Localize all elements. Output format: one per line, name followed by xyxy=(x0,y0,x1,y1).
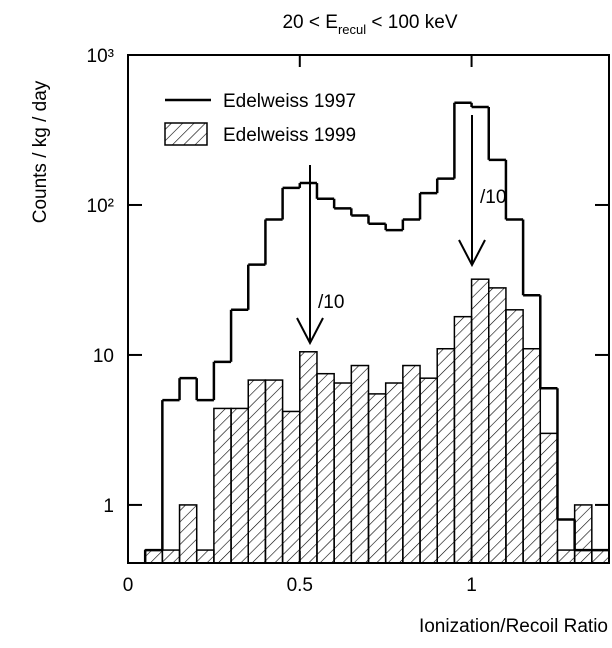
x-tick-label: 0.5 xyxy=(287,575,313,596)
histogram-bar xyxy=(488,287,507,564)
histogram-bar xyxy=(350,364,370,564)
plot-frame xyxy=(127,54,610,564)
histogram-bar xyxy=(247,379,267,564)
histogram-bar xyxy=(591,549,610,564)
annotation: /10 xyxy=(318,292,344,313)
x-tick-label: 0 xyxy=(123,575,134,596)
histogram-bar xyxy=(178,504,198,564)
histogram-bar xyxy=(573,504,593,564)
histogram-bar xyxy=(539,432,559,564)
histogram-bar xyxy=(436,347,456,564)
histogram-bar xyxy=(333,382,353,564)
legend-label: Edelweiss 1999 xyxy=(223,125,356,146)
histogram-bar xyxy=(299,351,318,564)
arrow-head xyxy=(296,317,324,346)
y-tick-label: 10³ xyxy=(87,46,114,67)
histogram-bar xyxy=(281,410,301,564)
x-axis-label: Ionization/Recoil Ratio xyxy=(419,616,608,637)
title-text: 20 < E xyxy=(282,12,337,33)
histogram-bar xyxy=(144,549,164,564)
histogram-bar xyxy=(402,364,421,564)
histogram-bar xyxy=(470,278,490,564)
histogram-bar xyxy=(419,377,438,564)
histogram-bar xyxy=(213,407,232,564)
histogram-bar xyxy=(453,315,473,564)
chart-title: 20 < Erecul < 100 keV xyxy=(282,12,457,37)
title-suffix: < 100 keV xyxy=(366,12,458,33)
y-axis-label: Counts / kg / day xyxy=(30,80,51,223)
histogram-bar xyxy=(161,549,181,564)
histogram-bar xyxy=(264,379,284,564)
plot-area: 0 0.5 1 10³ 10² 10 1 Edelweiss 1997 Edelweiss 19… xyxy=(87,46,610,596)
histogram-bar xyxy=(230,407,249,564)
x-tick-label: 1 xyxy=(466,575,477,596)
histogram-bar xyxy=(522,347,542,564)
title-subscript: recul xyxy=(338,22,366,37)
y-tick-label: 1 xyxy=(103,496,114,517)
histogram-bar xyxy=(384,382,404,564)
histogram-bar xyxy=(505,309,524,564)
histogram-bar xyxy=(556,549,576,564)
y-tick-label: 10² xyxy=(87,196,114,217)
y-tick-label: 10 xyxy=(93,346,114,367)
arrow-head xyxy=(458,239,486,268)
histogram-bar xyxy=(316,372,335,564)
legend-swatch xyxy=(164,122,208,146)
legend-label: Edelweiss 1997 xyxy=(223,91,356,112)
histogram-bar xyxy=(367,393,387,564)
histogram-bar xyxy=(195,549,215,564)
annotation: /10 xyxy=(480,187,506,208)
